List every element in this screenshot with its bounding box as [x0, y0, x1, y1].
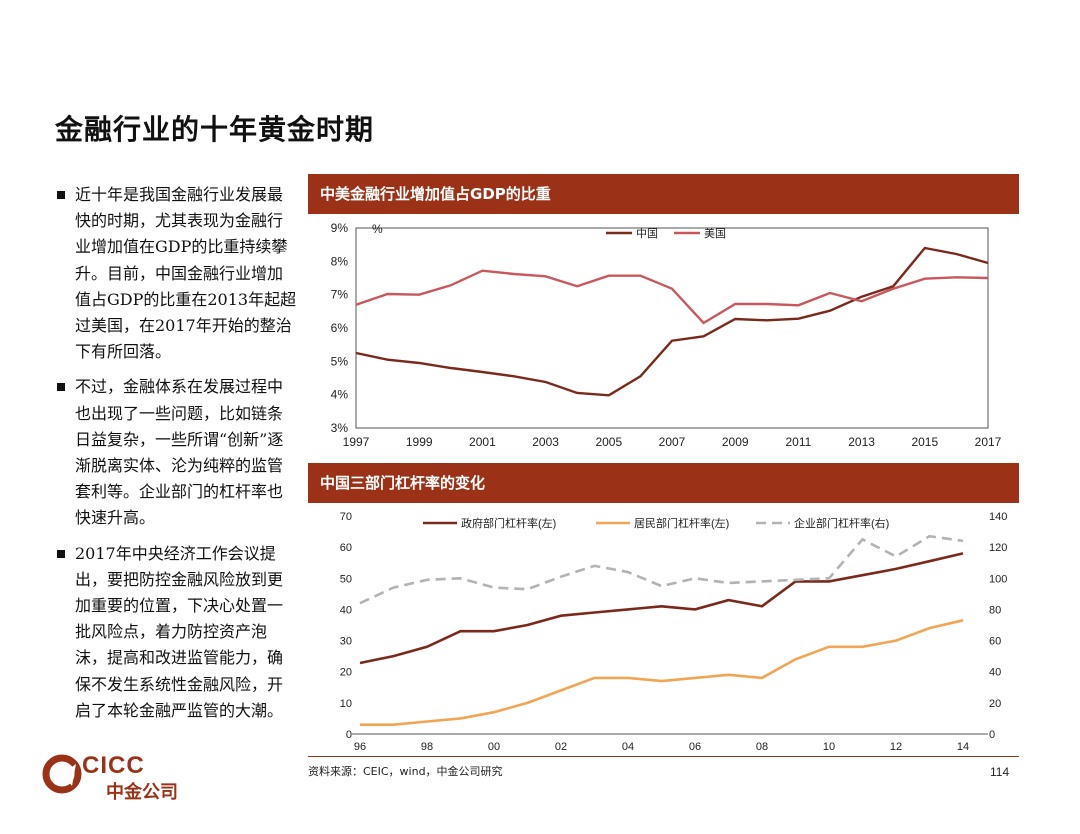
x-tick-label: 2007 — [659, 435, 686, 449]
footer-divider — [308, 756, 1019, 757]
y-left-tick-label: 10 — [340, 698, 352, 710]
legend-label: 居民部门杠杆率(左) — [634, 516, 729, 530]
series-line-usa — [355, 269, 989, 325]
source-note: 资料来源：CEIC，wind，中金公司研究 — [308, 765, 503, 778]
y-left-tick-label: 70 — [340, 511, 352, 523]
page-title: 金融行业的十年黄金时期 — [55, 113, 375, 146]
bullet-square-icon — [57, 383, 65, 392]
x-tick-label: 14 — [957, 741, 969, 753]
logo-en: CICC — [82, 752, 145, 779]
y-right-tick-label: 140 — [989, 511, 1007, 523]
bullet-square-icon — [57, 549, 65, 558]
series-line-china — [355, 246, 989, 397]
x-tick-label: 06 — [689, 741, 701, 753]
chart-2-title: 中国三部门杠杆率的变化 — [308, 463, 1019, 503]
bullet-item: 近十年是我国金融行业发展最快的时期，尤其表现为金融行业增加值在GDP的比重持续攀… — [57, 182, 297, 365]
chart-1-title: 中美金融行业增加值占GDP的比重 — [308, 174, 1019, 214]
x-tick-label: 2017 — [975, 435, 1002, 449]
y-tick-label: 3% — [331, 421, 349, 435]
x-tick-label: 2013 — [848, 435, 875, 449]
x-tick-label: 00 — [488, 741, 500, 753]
page-number: 114 — [990, 765, 1010, 779]
y-right-tick-label: 80 — [989, 604, 1001, 616]
y-left-tick-label: 40 — [340, 604, 352, 616]
x-tick-label: 1999 — [406, 435, 433, 449]
legend-label: 美国 — [704, 227, 726, 240]
bullet-text: 2017年中央经济工作会议提出，要把防控金融风险放到更加重要的位置，下决心处置一… — [75, 543, 284, 720]
legend-label: 中国 — [636, 227, 658, 240]
x-tick-label: 12 — [890, 741, 902, 753]
chart-gdp-share: 3% 4% 5% 6% 7% 8% 9% 1997 1999 2001 2003 2005 2007 20… — [331, 221, 1002, 449]
x-tick-label: 2009 — [722, 435, 749, 449]
y-tick-label: 6% — [331, 321, 349, 335]
bullet-text: 近十年是我国金融行业发展最快的时期，尤其表现为金融行业增加值在GDP的比重持续攀… — [75, 185, 297, 362]
bullet-item: 2017年中央经济工作会议提出，要把防控金融风险放到更加重要的位置，下决心处置一… — [57, 541, 297, 724]
series-line-corporate — [359, 534, 964, 605]
bullet-list: 近十年是我国金融行业发展最快的时期，尤其表现为金融行业增加值在GDP的比重持续攀… — [57, 182, 297, 733]
bullet-square-icon — [57, 191, 65, 199]
x-tick-label: 2005 — [595, 435, 622, 449]
unit-label: % — [372, 222, 383, 236]
x-tick-label: 2001 — [469, 435, 496, 449]
x-tick-label: 2011 — [785, 435, 811, 449]
y-right-tick-label: 60 — [989, 636, 1001, 648]
y-tick-label: 9% — [331, 221, 349, 235]
y-tick-label: 5% — [331, 354, 349, 368]
x-tick-label: 98 — [421, 741, 433, 753]
legend-label: 企业部门杠杆率(右) — [794, 516, 889, 530]
cicc-logo: CICC 中金公司 — [42, 752, 202, 804]
x-tick-label: 08 — [756, 741, 768, 753]
y-tick-label: 4% — [331, 388, 349, 402]
x-tick-label: 96 — [354, 741, 366, 753]
legend-label: 政府部门杠杆率(左) — [461, 516, 556, 530]
y-left-tick-label: 0 — [346, 729, 352, 741]
y-left-tick-label: 30 — [340, 636, 352, 648]
bullet-item: 不过，金融体系在发展过程中也出现了一些问题，比如链条日益复杂，一些所谓“创新”逐… — [57, 374, 297, 531]
cicc-emblem-icon — [42, 754, 82, 794]
x-tick-label: 02 — [555, 741, 567, 753]
x-tick-label: 10 — [823, 741, 835, 753]
series-line-government — [359, 552, 964, 665]
y-tick-label: 8% — [331, 254, 349, 268]
x-tick-label: 04 — [622, 741, 634, 753]
y-left-tick-label: 60 — [340, 542, 352, 554]
x-tick-label: 1997 — [343, 435, 370, 449]
y-right-tick-label: 40 — [989, 667, 1001, 679]
y-right-tick-label: 0 — [989, 729, 995, 741]
y-right-tick-label: 100 — [989, 573, 1007, 585]
plot-frame — [355, 227, 989, 429]
y-left-tick-label: 50 — [340, 573, 352, 585]
logo-cn: 中金公司 — [106, 782, 178, 803]
y-right-tick-label: 20 — [989, 698, 1001, 710]
x-tick-label: 2015 — [911, 435, 938, 449]
bullet-text: 不过，金融体系在发展过程中也出现了一些问题，比如链条日益复杂，一些所谓“创新”逐… — [75, 377, 284, 528]
y-left-tick-label: 20 — [340, 667, 352, 679]
y-tick-label: 7% — [331, 288, 349, 302]
y-right-tick-label: 120 — [989, 542, 1007, 554]
series-line-household — [360, 619, 964, 726]
x-tick-label: 2003 — [532, 435, 559, 449]
